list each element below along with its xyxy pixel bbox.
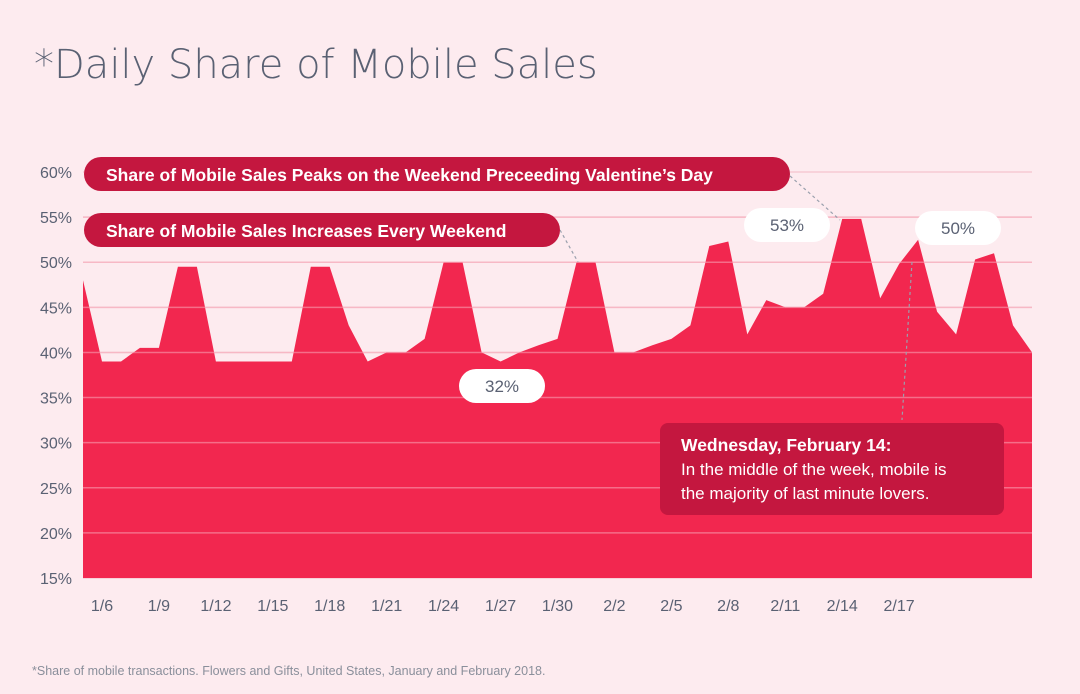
x-tick-label: 2/2 xyxy=(603,598,625,615)
area-series xyxy=(83,218,1032,578)
callout-line-1: In the middle of the week, mobile is xyxy=(681,460,947,479)
banner-weekend: Share of Mobile Sales Increases Every We… xyxy=(84,213,560,247)
y-tick-label: 55% xyxy=(40,210,72,227)
value-label-53-text: 53% xyxy=(770,216,804,235)
callout-background xyxy=(660,423,1004,515)
leader-line-valentine xyxy=(901,261,913,421)
x-tick-label: 2/5 xyxy=(660,598,682,615)
x-tick-label: 2/17 xyxy=(884,598,915,615)
y-tick-label: 20% xyxy=(40,526,72,543)
x-tick-label: 2/14 xyxy=(827,598,858,615)
leader-line-peak xyxy=(789,175,841,221)
value-label-32-text: 32% xyxy=(485,377,519,396)
banner-peak-text: Share of Mobile Sales Peaks on the Weeke… xyxy=(106,165,713,185)
chart-footnote: *Share of mobile transactions. Flowers a… xyxy=(32,664,545,678)
banner-peak-background xyxy=(84,157,790,191)
y-tick-label: 40% xyxy=(40,345,72,362)
y-tick-label: 60% xyxy=(40,165,72,182)
x-tick-label: 1/18 xyxy=(314,598,345,615)
x-tick-label: 1/21 xyxy=(371,598,402,615)
callout-title: Wednesday, February 14: xyxy=(681,435,891,455)
value-label-53: 53% xyxy=(744,208,830,242)
value-label-32-pill xyxy=(459,369,545,403)
valentine-callout: Wednesday, February 14: In the middle of… xyxy=(660,423,1004,515)
x-axis-ticks: 1/6 1/9 1/12 1/15 1/18 1/21 1/24 1/27 1/30 2/2 2/5… xyxy=(91,598,915,615)
x-tick-label: 1/24 xyxy=(428,598,459,615)
value-label-50-pill xyxy=(915,211,1001,245)
value-label-53-pill xyxy=(744,208,830,242)
value-label-50: 50% xyxy=(915,211,1001,245)
callout-line-2: the majority of last minute lovers. xyxy=(681,484,929,503)
x-tick-label: 1/6 xyxy=(91,598,113,615)
y-tick-label: 30% xyxy=(40,436,72,453)
chart-title: *Daily Share of Mobile Sales xyxy=(34,42,598,88)
x-tick-label: 1/9 xyxy=(148,598,170,615)
y-tick-label: 45% xyxy=(40,300,72,317)
x-tick-label: 1/27 xyxy=(485,598,516,615)
x-tick-label: 1/12 xyxy=(200,598,231,615)
x-tick-label: 2/8 xyxy=(717,598,739,615)
banner-weekend-background xyxy=(84,213,560,247)
banner-peak: Share of Mobile Sales Peaks on the Weeke… xyxy=(84,157,790,191)
y-tick-label: 50% xyxy=(40,255,72,272)
leader-lines xyxy=(559,175,913,421)
y-tick-label: 15% xyxy=(40,571,72,588)
value-label-32: 32% xyxy=(459,369,545,403)
x-tick-label: 1/15 xyxy=(257,598,288,615)
y-tick-label: 25% xyxy=(40,481,72,498)
x-tick-label: 1/30 xyxy=(542,598,573,615)
x-tick-label: 2/11 xyxy=(770,598,800,615)
y-tick-label: 35% xyxy=(40,391,72,408)
value-label-50-text: 50% xyxy=(941,219,975,238)
y-axis-ticks: 60% 55% 50% 45% 40% 35% 30% 25% 20% 15% xyxy=(40,165,72,588)
banner-weekend-text: Share of Mobile Sales Increases Every We… xyxy=(106,221,506,241)
leader-line-weekend xyxy=(559,229,579,263)
area-mobile-share xyxy=(83,218,1032,578)
